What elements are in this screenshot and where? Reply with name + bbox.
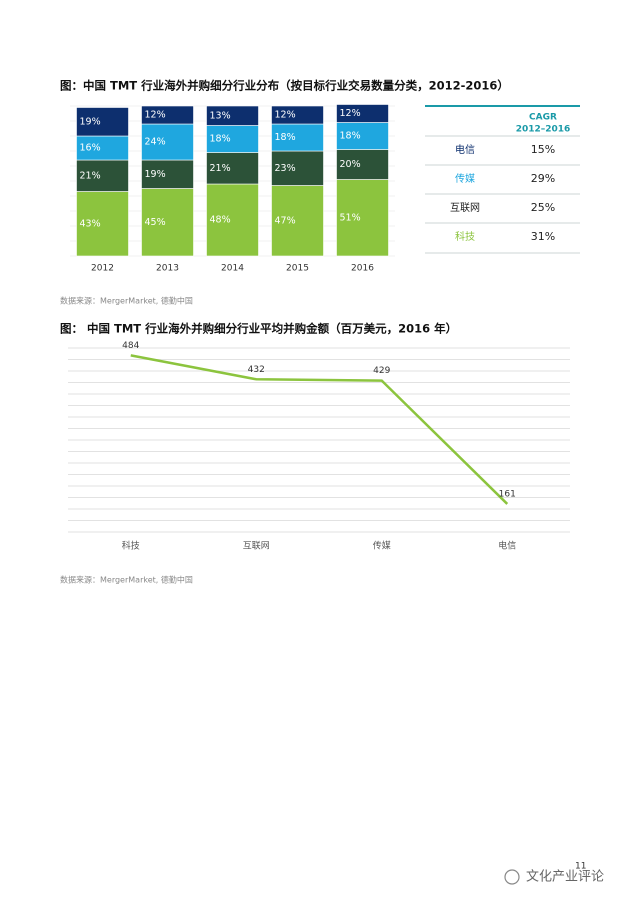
data-label: 43% — [80, 218, 101, 229]
watermark-icon — [504, 869, 520, 885]
data-label: 12% — [340, 108, 361, 119]
bar-segment — [76, 135, 129, 161]
data-label: 21% — [210, 163, 231, 174]
table-row-name: 科技 — [455, 230, 475, 243]
bar-segment — [271, 150, 324, 186]
bar-segment — [336, 179, 389, 257]
x-tick-label: 互联网 — [243, 541, 270, 552]
bar-segment — [271, 185, 324, 257]
bar-segment — [336, 104, 389, 123]
page-number: 11 — [575, 862, 586, 872]
x-tick-label: 传媒 — [373, 540, 391, 552]
x-tick-label: 电信 — [498, 540, 516, 552]
bar-segment — [336, 149, 389, 180]
data-label: 18% — [340, 131, 361, 142]
bar-segment — [76, 191, 129, 257]
bar-segment — [76, 159, 129, 192]
data-label: 24% — [145, 137, 166, 148]
bar-segment — [141, 123, 194, 161]
data-label: 23% — [275, 163, 296, 174]
chart-title: 图：中国 TMT 行业海外并购细分行业分布（按目标行业交易数量分类，2012-2… — [60, 79, 509, 93]
data-label: 45% — [145, 217, 166, 228]
data-label: 484 — [122, 341, 139, 351]
data-label: 161 — [499, 489, 516, 499]
data-label: 19% — [145, 169, 166, 180]
watermark: 文化产业评论 — [526, 870, 604, 885]
table-row-name: 互联网 — [450, 202, 480, 214]
data-label: 16% — [80, 143, 101, 154]
table-header: 2012–2016 — [516, 125, 571, 135]
data-label: 19% — [80, 116, 101, 127]
bar-segment — [271, 105, 324, 125]
bar-segment — [206, 183, 259, 257]
table-header: CAGR — [529, 113, 557, 123]
data-label: 18% — [210, 134, 231, 145]
x-tick-label: 2016 — [351, 264, 374, 274]
bar-segment — [141, 159, 194, 189]
table-value: 15% — [531, 143, 555, 156]
source: 数据来源：MergerMarket, 德勤中国 — [60, 296, 193, 306]
table-value: 29% — [531, 172, 555, 185]
chart-title: 图： 中国 TMT 行业海外并购细分行业平均并购金额（百万美元，2016 年） — [60, 322, 457, 336]
data-label: 20% — [340, 159, 361, 170]
data-label: 12% — [275, 110, 296, 121]
data-label: 48% — [210, 215, 231, 226]
bar-segment — [336, 122, 389, 150]
line — [130, 354, 509, 505]
data-label: 13% — [210, 110, 231, 121]
data-label: 47% — [275, 215, 296, 226]
bar-segment — [206, 152, 259, 185]
data-label: 18% — [275, 132, 296, 143]
data-label: 429 — [373, 366, 390, 376]
table-row-name: 电信 — [455, 143, 475, 156]
bar-segment — [271, 123, 324, 152]
x-tick-label: 科技 — [122, 540, 140, 552]
x-tick-label: 2014 — [221, 264, 244, 274]
table-value: 25% — [531, 201, 555, 214]
table-value: 31% — [531, 230, 555, 243]
data-label: 432 — [248, 365, 265, 375]
source: 数据来源：MergerMarket, 德勤中国 — [60, 575, 193, 585]
bar-segment — [141, 188, 194, 257]
bar-segment — [141, 105, 194, 125]
data-label: 51% — [340, 212, 361, 223]
x-tick-label: 2012 — [91, 264, 114, 274]
bar-segment — [206, 125, 259, 153]
data-label: 21% — [80, 170, 101, 181]
bar-segment — [76, 107, 129, 137]
bar-segment — [206, 105, 259, 126]
table-row-name: 传媒 — [455, 173, 475, 185]
data-label: 12% — [145, 110, 166, 121]
x-tick-label: 2013 — [156, 264, 179, 274]
x-tick-label: 2015 — [286, 264, 309, 274]
